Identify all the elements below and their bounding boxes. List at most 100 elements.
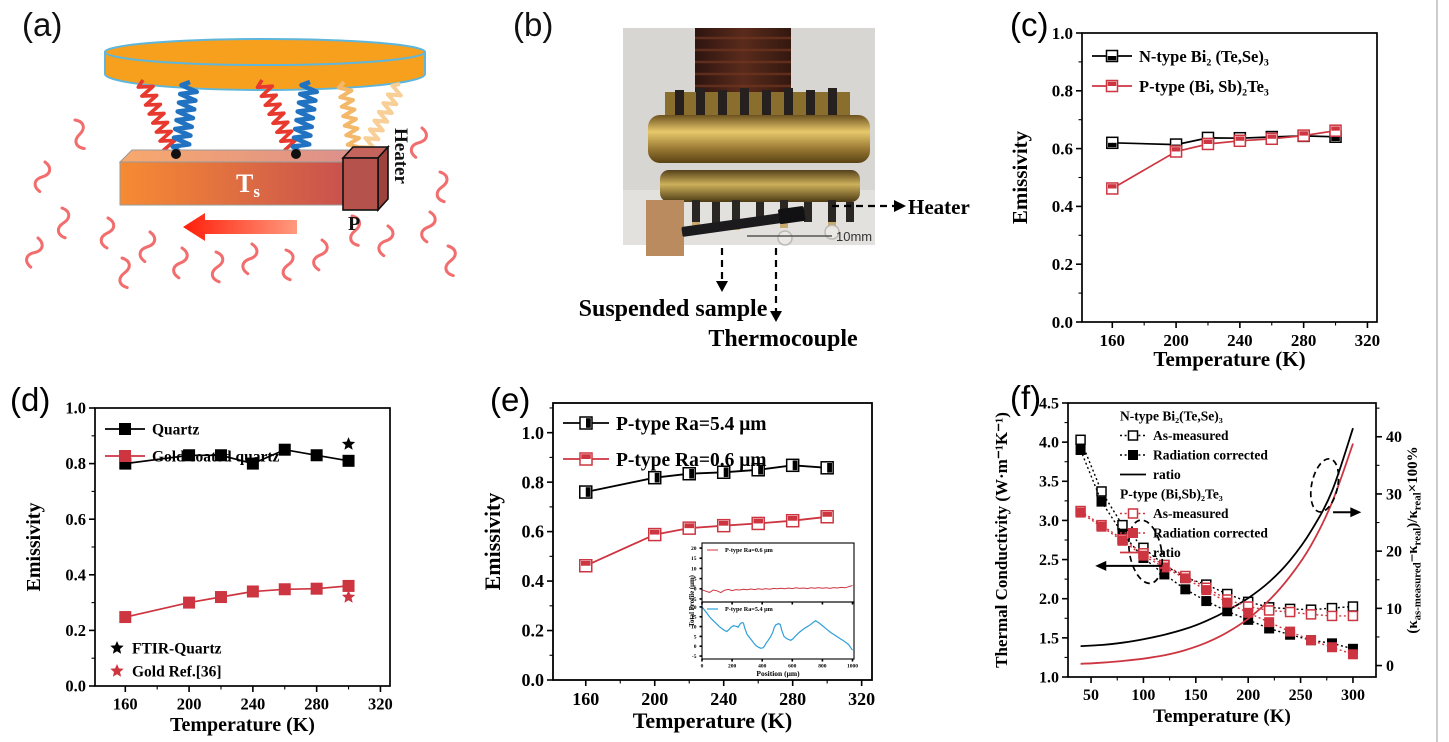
attachment-dot [171,149,181,159]
y-tick-label: 1.0 [1052,24,1073,43]
square-marker [1128,528,1138,538]
square-marker [1201,596,1212,607]
square-marker [1075,444,1086,455]
y2-tick-label: 40 [1386,429,1402,446]
y-tick-label: 10 [691,566,697,572]
series-d-3 [341,590,356,603]
series-e-inset-bottom-0 [701,606,853,651]
square-marker [1201,585,1212,596]
x-tick-label: 200 [728,663,737,669]
y-tick-label: 0.8 [65,454,86,473]
panel-c-emissivity-chart: (c) 160 200 240 280 320 0.0 0.2 0.4 0.6 0.8 1.0 Temp… [1008,6,1380,371]
y-tick-label: 0.6 [522,522,545,542]
y-tick-label: 2.0 [1039,591,1059,608]
y-tick-label: 1.0 [1039,669,1059,686]
legend-d-0: Quartz Gold coated quartz [105,421,280,465]
y-tick-label: 0.2 [1052,255,1073,274]
x-tick-label: 600 [788,663,797,669]
open-marker [1075,434,1086,446]
legend-f-0: N-type Bi₂(Te,Se)₃ As-measured Radiation c… [1120,409,1268,560]
x-tick-label: 320 [848,689,875,709]
heater-label: Heater [390,128,411,184]
chart-e-inset-top: -5 0 5 10 15 20 P-type Ra=0.6 μm [691,542,855,605]
x-tick-label: 50 [1083,687,1099,704]
legend-label: ratio [1153,545,1181,560]
star-marker [110,664,124,677]
square-marker [214,591,227,604]
x-tick-label: 200 [1236,687,1260,704]
x-axis-label: Temperature (K) [633,708,792,733]
series-e-0 [579,458,834,499]
panel-label-a: (a) [22,6,62,43]
x-tick-label: 280 [1291,331,1317,350]
x-tick-label: 1000 [847,663,858,669]
suspended-sample-callout [716,248,728,292]
y-tick-label: 0.8 [522,472,545,492]
panel-f-thermal-conductivity-chart: (f)50 100 150 200 250 3001.01.52.02.53.03.54.… [992,379,1423,727]
legend-e-inset-bottom-0: P-type Ra=5.4 μm [707,606,774,613]
square-marker [1180,584,1191,595]
square-marker [1306,635,1317,646]
y-tick-label: 5 [694,576,697,582]
legend-label: P-type Ra=5.4 μm [616,414,767,435]
legend-label: P-type Ra=5.4 μm [725,606,774,613]
square-marker [1222,597,1233,608]
y-tick-label: 5 [694,634,697,640]
square-marker [246,457,259,470]
chart-c: (c) 160 200 240 280 320 0.0 0.2 0.4 0.6 0.8 1.0 Temp… [1008,6,1380,371]
open-marker [1347,601,1359,612]
square-marker [246,585,259,598]
y-tick-label: -5 [692,654,697,660]
axes: 160 200 240 280 3200.00.20.40.60.81.0Tempera… [23,399,393,736]
x-tick-label: 320 [1355,331,1381,350]
square-marker [1243,607,1254,618]
thermocouple-label: Thermocouple [708,326,858,352]
legend-label: As-measured [1153,506,1229,521]
series-f-5 [1080,443,1354,665]
square-marker [183,449,196,462]
series-d-0 [119,443,355,470]
halfTop-marker [1329,124,1342,137]
y2-axis-label: (κas-measured−κreal)/κreal×100% [1405,446,1423,633]
x-tick-label: 240 [710,689,737,709]
sample-bar: Ts [118,148,359,207]
attachment-dot [291,149,301,159]
square-marker [119,611,132,624]
x-axis-label: Temperature (K) [170,714,315,736]
panel-b-photo: (b) [513,6,970,352]
y-tick-label: 0.4 [65,565,86,584]
heat-flow-arrow [183,213,297,241]
square-marker [1180,573,1191,584]
thermocouple-bead [777,230,793,246]
y2-tick-label: 0 [1386,658,1394,675]
series-e-1 [579,510,834,573]
axes: -5 0 5 10 15 20 [691,546,854,605]
axes-frame [94,407,391,687]
square-marker [1327,642,1337,653]
x-tick-label: 200 [641,689,668,709]
y-tick-label: 0.0 [1052,313,1073,332]
panel-d-emissivity-chart: (d) 160 200 240 280 320 0.0 0.2 0.4 0.6 0.8 1.0 Temp… [10,381,393,736]
legend-label: As-measured [1153,428,1229,443]
axes: 160 200 240 280 3200.00.20.40.60.81.0Tempera… [480,407,875,733]
chart-d: (d) 160 200 240 280 320 0.0 0.2 0.4 0.6 0.8 1.0 Temp… [10,381,393,736]
y-tick-label: 4.5 [1039,395,1059,412]
spring-coil-orange [336,80,363,160]
legend-label: P-type Ra=0.6 μm [725,547,774,554]
y-tick-label: 0 [694,587,697,593]
open-marker [1127,508,1139,519]
x-tick-label: 400 [758,663,767,669]
y-tick-label: 4.0 [1039,435,1059,452]
spring-coils [136,79,403,160]
axes: 50 100 150 200 250 3001.01.52.02.53.03.54.04.… [992,395,1423,727]
legend-label: P-type (Bi, Sb)₂Te₃ [1139,77,1269,96]
chart-e-inset-bottom: 0 200 400 600 800 1000 -5 0 5 10 15 20 Position (μm)… [691,601,858,678]
legend-label: Gold Ref.[36] [132,663,222,680]
open-marker [1096,486,1107,497]
y-tick-label: 15 [691,556,697,562]
square-marker [278,443,291,456]
panel-label-e: (e) [490,381,530,418]
x-tick-label: 150 [1184,687,1208,704]
x-tick-label: 300 [1341,687,1365,704]
y-tick-label: 1.0 [522,423,545,443]
